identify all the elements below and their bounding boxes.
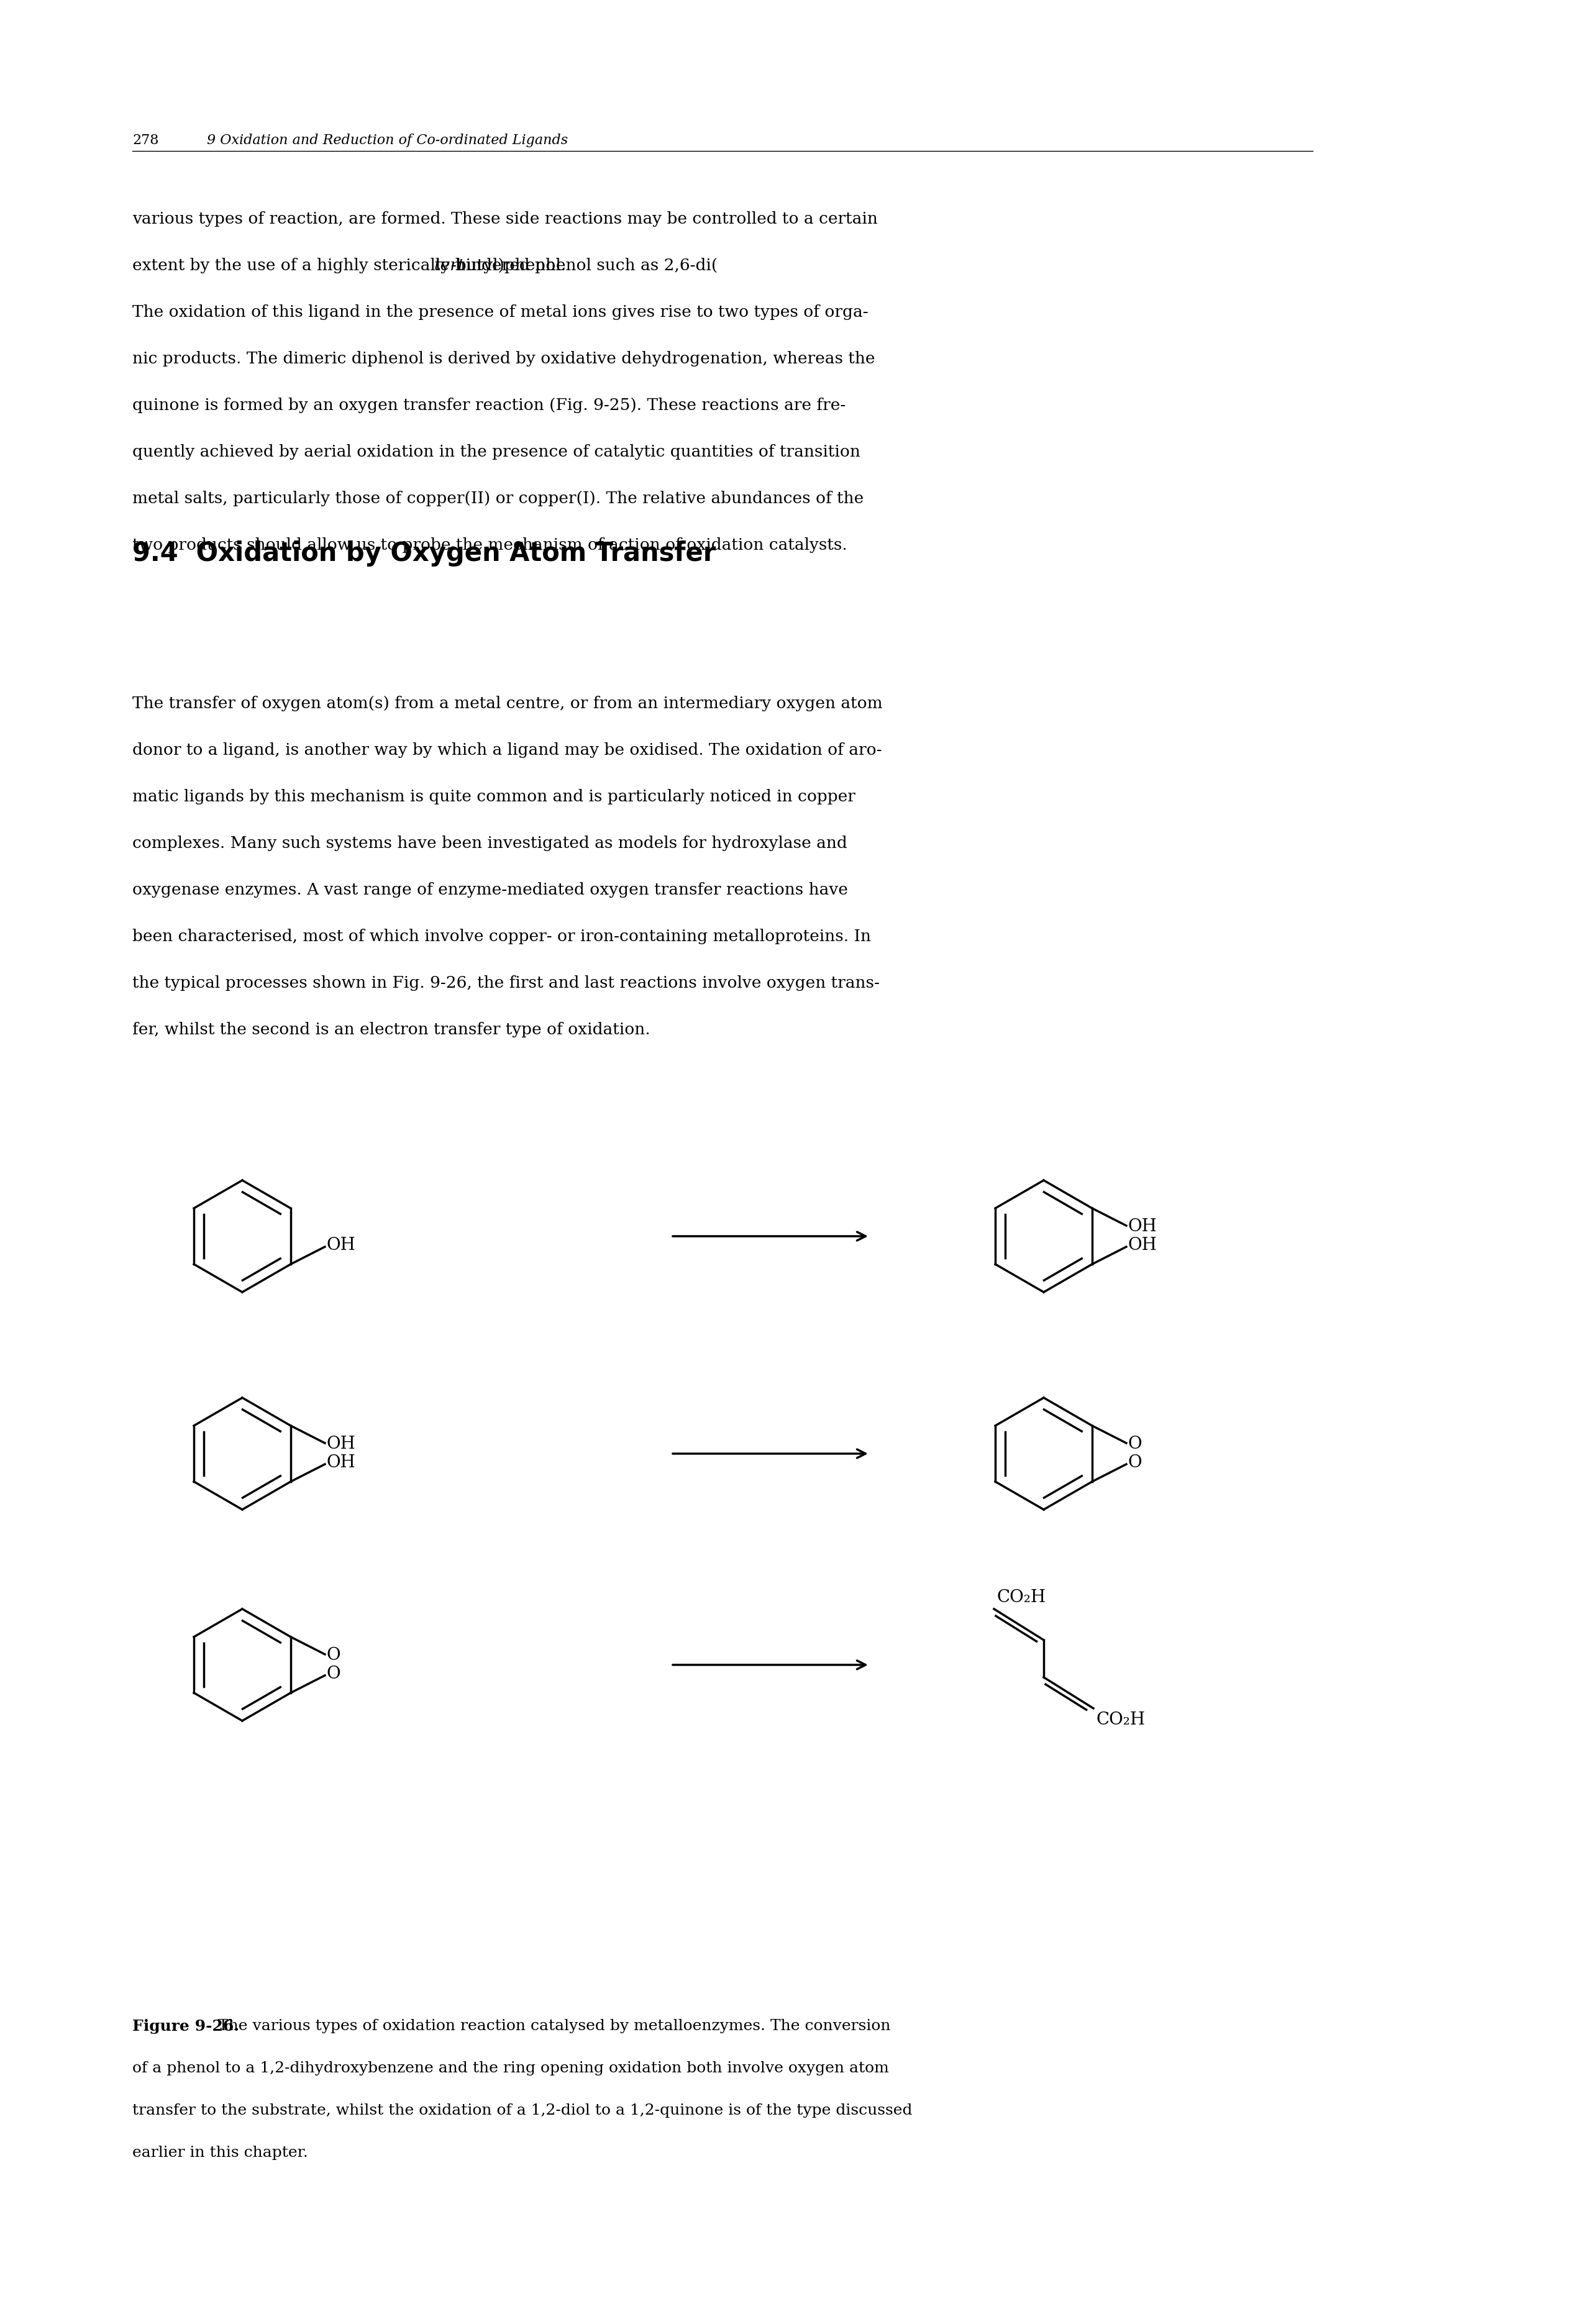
- Text: O: O: [327, 1665, 342, 1684]
- Text: earlier in this chapter.: earlier in this chapter.: [132, 2145, 308, 2159]
- Text: metal salts, particularly those of copper(II) or copper(I). The relative abundan: metal salts, particularly those of coppe…: [132, 492, 863, 506]
- Text: O: O: [327, 1646, 342, 1665]
- Text: tert: tert: [434, 257, 464, 274]
- Text: fer, whilst the second is an electron transfer type of oxidation.: fer, whilst the second is an electron tr…: [132, 1023, 650, 1037]
- Text: The transfer of oxygen atom(s) from a metal centre, or from an intermediary oxyg: The transfer of oxygen atom(s) from a me…: [132, 696, 883, 712]
- Text: various types of reaction, are formed. These side reactions may be controlled to: various types of reaction, are formed. T…: [132, 211, 878, 227]
- Text: OH: OH: [327, 1236, 356, 1255]
- Text: oxygenase enzymes. A vast range of enzyme-mediated oxygen transfer reactions hav: oxygenase enzymes. A vast range of enzym…: [132, 881, 847, 897]
- Text: of a phenol to a 1,2-dihydroxybenzene and the ring opening oxidation both involv: of a phenol to a 1,2-dihydroxybenzene an…: [132, 2062, 889, 2076]
- Text: OH: OH: [327, 1435, 356, 1452]
- Text: quinone is formed by an oxygen transfer reaction (Fig. 9-25). These reactions ar: quinone is formed by an oxygen transfer …: [132, 397, 846, 413]
- Text: O: O: [1128, 1435, 1143, 1452]
- Text: quently achieved by aerial oxidation in the presence of catalytic quantities of : quently achieved by aerial oxidation in …: [132, 445, 860, 459]
- Text: The various types of oxidation reaction catalysed by metalloenzymes. The convers: The various types of oxidation reaction …: [212, 2020, 891, 2034]
- Text: transfer to the substrate, whilst the oxidation of a 1,2-diol to a 1,2-quinone i: transfer to the substrate, whilst the ox…: [132, 2103, 913, 2117]
- Text: CO₂H: CO₂H: [997, 1589, 1047, 1605]
- Text: O: O: [1128, 1454, 1143, 1470]
- Text: OH: OH: [1128, 1217, 1157, 1236]
- Text: 9 Oxidation and Reduction of Co-ordinated Ligands: 9 Oxidation and Reduction of Co-ordinate…: [207, 135, 568, 146]
- Text: donor to a ligand, is another way by which a ligand may be oxidised. The oxidati: donor to a ligand, is another way by whi…: [132, 742, 883, 758]
- Text: Figure 9-26.: Figure 9-26.: [132, 2020, 239, 2034]
- Text: the typical processes shown in Fig. 9-26, the first and last reactions involve o: the typical processes shown in Fig. 9-26…: [132, 976, 879, 990]
- Text: 278: 278: [132, 135, 158, 146]
- Text: -butyl)phenol.: -butyl)phenol.: [450, 257, 567, 274]
- Text: extent by the use of a highly sterically hindered phenol such as 2,6-di(: extent by the use of a highly sterically…: [132, 257, 718, 274]
- Text: The oxidation of this ligand in the presence of metal ions gives rise to two typ: The oxidation of this ligand in the pres…: [132, 304, 868, 320]
- Text: CO₂H: CO₂H: [1096, 1711, 1146, 1728]
- Text: OH: OH: [327, 1454, 356, 1470]
- Text: complexes. Many such systems have been investigated as models for hydroxylase an: complexes. Many such systems have been i…: [132, 835, 847, 851]
- Text: 9.4  Oxidation by Oxygen Atom Transfer: 9.4 Oxidation by Oxygen Atom Transfer: [132, 540, 717, 566]
- Text: OH: OH: [1128, 1236, 1157, 1255]
- Text: nic products. The dimeric diphenol is derived by oxidative dehydrogenation, wher: nic products. The dimeric diphenol is de…: [132, 350, 875, 366]
- Text: two products should allow us to probe the mechanism of action of oxidation catal: two products should allow us to probe th…: [132, 538, 847, 552]
- Text: been characterised, most of which involve copper- or iron-containing metalloprot: been characterised, most of which involv…: [132, 928, 871, 944]
- Text: matic ligands by this mechanism is quite common and is particularly noticed in c: matic ligands by this mechanism is quite…: [132, 788, 855, 805]
